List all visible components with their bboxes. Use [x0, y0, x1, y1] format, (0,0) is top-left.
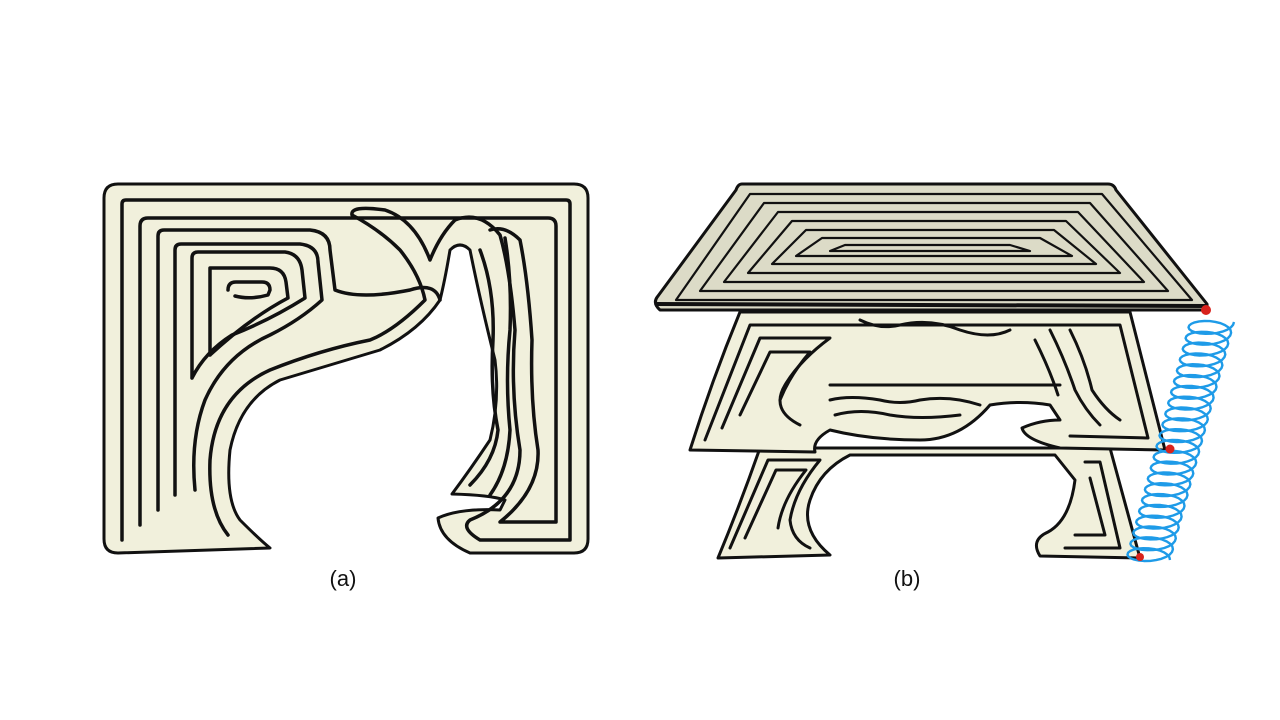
panel-b-bottom-layer-outline: [716, 446, 1142, 560]
panel-a-path-6: [208, 266, 290, 357]
panel-a-path-3: [156, 228, 442, 512]
panel-b-bottom-layer-path-3: [1063, 460, 1122, 550]
panel-b-node-middle: [1165, 444, 1175, 454]
panel-b-top-layer-ring-1: [674, 192, 1194, 302]
panel-a-path-9: [468, 248, 500, 487]
panel-b-node-top: [1201, 305, 1211, 315]
panel-a-path-4: [173, 242, 324, 497]
panel-b-top-layer-ring-7: [828, 243, 1032, 253]
panel-a-path-2: [138, 216, 558, 527]
panel-b-top-layer-edge: [655, 302, 1207, 308]
panel-b-top-layer-ring-4: [746, 219, 1122, 275]
panel-b-spring-helix: [1126, 319, 1236, 563]
panel-b-top-layer: [653, 182, 1209, 312]
panel-a-outer-boundary: [102, 182, 590, 555]
panel-b-middle-layer-path-7: [1048, 328, 1102, 427]
panel-b-bottom-layer-path-2: [743, 468, 808, 540]
panel-b-bottom-layer-path-1: [728, 458, 822, 550]
panel-b-layers: [653, 182, 1236, 563]
panel-b-middle-layer-path-10: [858, 318, 1012, 337]
panel-b-top-layer-ring-6: [794, 236, 1074, 258]
panel-b-middle-layer-path-5: [833, 410, 962, 419]
panel-a-path-8: [488, 236, 513, 497]
panel-b-node-bottom: [1136, 553, 1144, 561]
panel-b-middle-layer-outline: [688, 310, 1167, 454]
panel-b-top-layer-ring-2: [698, 201, 1170, 293]
panel-b-label: (b): [893, 566, 921, 591]
panel-b-middle-layer-path-2: [720, 336, 832, 430]
panel-b-middle-layer-path-1: [703, 323, 1150, 442]
panel-b-middle-layer-path-4: [828, 396, 982, 407]
panel-b-middle-layer-path-9: [1033, 338, 1060, 397]
panel-b-top-layer-outline: [653, 182, 1209, 312]
panel-a-path-1: [120, 198, 572, 542]
panel-b-middle-layer-path-3: [738, 350, 812, 417]
panel-b-top-layer-ring-5: [770, 228, 1098, 266]
panel-b-middle-layer: [688, 310, 1167, 454]
panel-a-label: (a): [329, 566, 357, 591]
panel-b-top-layer-ring-3: [722, 210, 1146, 284]
panel-b-bottom-layer-path-4: [1073, 476, 1107, 537]
panel-a-path-7: [226, 280, 272, 300]
panel-b-bottom-layer: [716, 446, 1142, 560]
panel-a-toolpath: [102, 182, 590, 555]
panel-b-middle-layer-path-8: [1068, 328, 1122, 422]
panel-b-spring: [1126, 319, 1236, 563]
